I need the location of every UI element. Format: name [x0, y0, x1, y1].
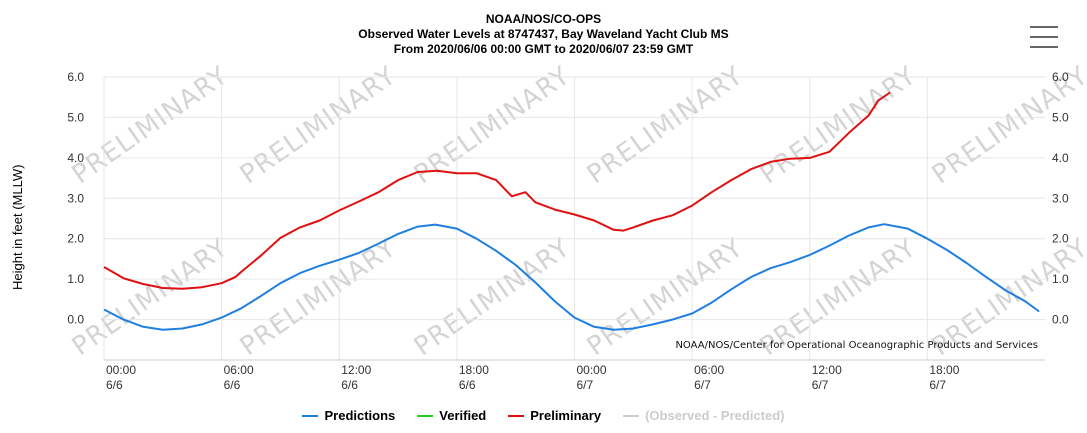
x-tick-date: 6/7	[929, 378, 946, 392]
x-tick-date: 6/7	[577, 378, 594, 392]
watermark-text: PRELIMINARY	[67, 233, 234, 363]
y-tick-label-left: 4.0	[67, 151, 84, 165]
legend-item[interactable]: Preliminary	[508, 408, 601, 423]
legend-line-icon	[623, 414, 640, 417]
x-tick-date: 6/7	[694, 378, 711, 392]
series-line-preliminary	[103, 91, 891, 290]
x-tick-time: 18:00	[929, 363, 959, 377]
y-tick-label-right: 2.0	[1052, 232, 1069, 246]
y-tick-label-left: 3.0	[67, 191, 84, 205]
watermark-layer: PRELIMINARY PRELIMINARY PRELIMINARY PRELIMI…	[67, 61, 1087, 363]
legend-line-icon	[417, 414, 434, 417]
legend: Predictions Verified Preliminary (Observed …	[0, 408, 1087, 423]
legend-item[interactable]: (Observed - Predicted)	[623, 408, 785, 423]
legend-label: Preliminary	[530, 408, 602, 423]
watermark-text: PRELIMINARY	[235, 61, 402, 191]
x-tick-time: 18:00	[459, 363, 489, 377]
chart-date-range: From 2020/06/06 00:00 GMT to 2020/06/07 …	[393, 42, 694, 56]
y-tick-label-right: 3.0	[1052, 191, 1069, 205]
legend-line-icon	[508, 414, 525, 417]
legend-label: Verified	[439, 408, 487, 423]
watermark-text: PRELIMINARY	[755, 61, 922, 191]
y-tick-label-left: 0.0	[67, 313, 84, 327]
y-tick-label-left: 6.0	[67, 70, 84, 84]
x-tick-date: 6/6	[224, 378, 241, 392]
y-tick-label-right: 0.0	[1052, 313, 1069, 327]
legend-item[interactable]: Predictions	[302, 408, 395, 423]
series-line-predictions	[103, 223, 1040, 331]
credit-text: NOAA/NOS/Center for Operational Oceanogr…	[675, 340, 1038, 351]
water-level-chart: PRELIMINARY PRELIMINARY PRELIMINARY PRELIMI…	[67, 61, 1087, 392]
x-tick-time: 00:00	[577, 363, 607, 377]
y-tick-label-right: 4.0	[1052, 151, 1069, 165]
legend-label: (Observed - Predicted)	[645, 408, 785, 423]
series-layer	[103, 91, 1040, 331]
y-tick-labels: 0.0 0.0 1.0 1.0 2.0 2.0 3.0 3.0 4.0 4.0 5.0 5.0 6.0 6…	[67, 70, 1069, 327]
grid-layer	[103, 76, 1045, 361]
legend-label: Predictions	[324, 408, 396, 423]
x-tick-date: 6/7	[812, 378, 829, 392]
x-tick-date: 6/6	[341, 378, 358, 392]
x-tick-time: 12:00	[812, 363, 842, 377]
x-tick-date: 6/6	[106, 378, 123, 392]
watermark-text: PRELIMINARY	[582, 61, 749, 191]
chart-title-block: NOAA/NOS/CO-OPS Observed Water Levels at…	[0, 12, 1087, 57]
chart-subtitle: Observed Water Levels at 8747437, Bay Wa…	[358, 27, 729, 41]
y-tick-label-right: 1.0	[1052, 272, 1069, 286]
hamburger-menu-icon[interactable]	[1030, 24, 1058, 50]
y-tick-label-left: 1.0	[67, 272, 84, 286]
legend-line-icon	[302, 414, 319, 417]
x-tick-labels: 00:006/606:006/612:006/618:006/600:006/7…	[106, 363, 960, 392]
y-tick-label-right: 5.0	[1052, 110, 1069, 124]
chart-title: NOAA/NOS/CO-OPS	[485, 12, 602, 26]
y-tick-label-right: 6.0	[1052, 70, 1069, 84]
x-tick-time: 12:00	[341, 363, 371, 377]
x-tick-time: 00:00	[106, 363, 136, 377]
legend-item[interactable]: Verified	[417, 408, 486, 423]
y-tick-label-left: 5.0	[67, 110, 84, 124]
watermark-text: PRELIMINARY	[67, 61, 234, 191]
x-tick-date: 6/6	[459, 378, 476, 392]
x-tick-time: 06:00	[224, 363, 254, 377]
y-tick-label-left: 2.0	[67, 232, 84, 246]
x-tick-time: 06:00	[694, 363, 724, 377]
